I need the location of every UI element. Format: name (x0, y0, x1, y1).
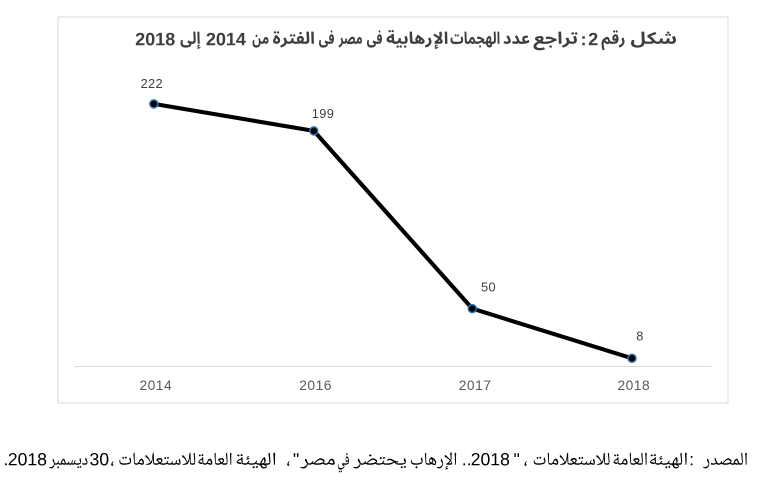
svg-text:199: 199 (312, 106, 334, 121)
svg-text:2016: 2016 (299, 378, 332, 393)
svg-text:2014: 2014 (139, 378, 172, 393)
svg-text:8: 8 (636, 329, 643, 344)
svg-text:222: 222 (141, 76, 163, 91)
svg-text:50: 50 (481, 280, 496, 295)
svg-text:2017: 2017 (459, 378, 492, 393)
svg-text:2018: 2018 (617, 378, 650, 393)
